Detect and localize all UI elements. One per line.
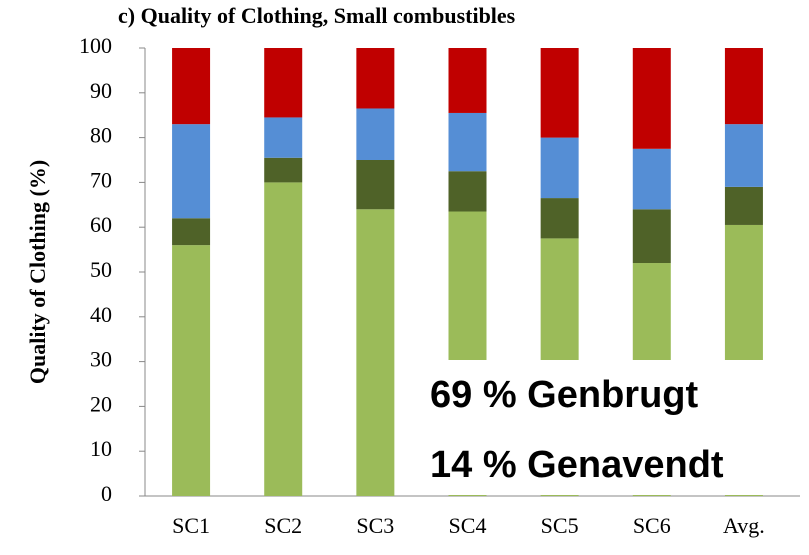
y-tick-label: 0 (101, 481, 112, 506)
bar-segment (724, 124, 763, 187)
y-tick-label: 100 (79, 33, 112, 58)
bar-segment (724, 186, 763, 225)
bar-segment (448, 112, 487, 172)
y-tick-label: 80 (90, 123, 112, 148)
annotation: 69 % Genbrugt (430, 374, 698, 416)
bar-segment (264, 182, 303, 496)
bar-segment (172, 124, 211, 219)
bar-segment (540, 137, 579, 199)
y-tick-label: 10 (90, 436, 112, 461)
x-tick-label: Avg. (723, 513, 765, 538)
y-tick-label: 90 (90, 78, 112, 103)
x-tick-label: SC4 (449, 513, 487, 538)
chart-title: c) Quality of Clothing, Small combustibl… (118, 3, 516, 28)
bar-segment (356, 48, 395, 109)
y-tick-label: 50 (90, 257, 112, 282)
y-tick-label: 30 (90, 347, 112, 372)
bar-segment (632, 48, 671, 149)
bar-segment (356, 209, 395, 496)
bar-segment (172, 48, 211, 125)
bar-segment (540, 198, 579, 239)
x-tick-label: SC1 (172, 513, 210, 538)
annotation-box (415, 360, 807, 495)
y-tick-label: 60 (90, 212, 112, 237)
bar-segment (172, 218, 211, 246)
bar-segment (264, 48, 303, 118)
y-tick-label: 20 (90, 391, 112, 416)
y-axis-label: Quality of Clothing (%) (25, 160, 50, 384)
bar-segment (724, 48, 763, 125)
bar-segment (264, 157, 303, 183)
bar-segment (356, 160, 395, 210)
x-tick-label: SC2 (264, 513, 302, 538)
bar-segment (172, 245, 211, 496)
x-tick-label: SC3 (356, 513, 394, 538)
bar-segment (448, 171, 487, 212)
bar-segment (540, 48, 579, 138)
x-tick-label: SC5 (541, 513, 579, 538)
x-tick-label: SC6 (633, 513, 671, 538)
bar-segment (448, 48, 487, 113)
annotation: 14 % Genavendt (430, 444, 724, 486)
bar-segment (632, 148, 671, 210)
bar-segment (632, 209, 671, 264)
y-tick-label: 70 (90, 167, 112, 192)
bar-segment (264, 117, 303, 158)
bar-segment (356, 108, 395, 160)
y-tick-label: 40 (90, 302, 112, 327)
